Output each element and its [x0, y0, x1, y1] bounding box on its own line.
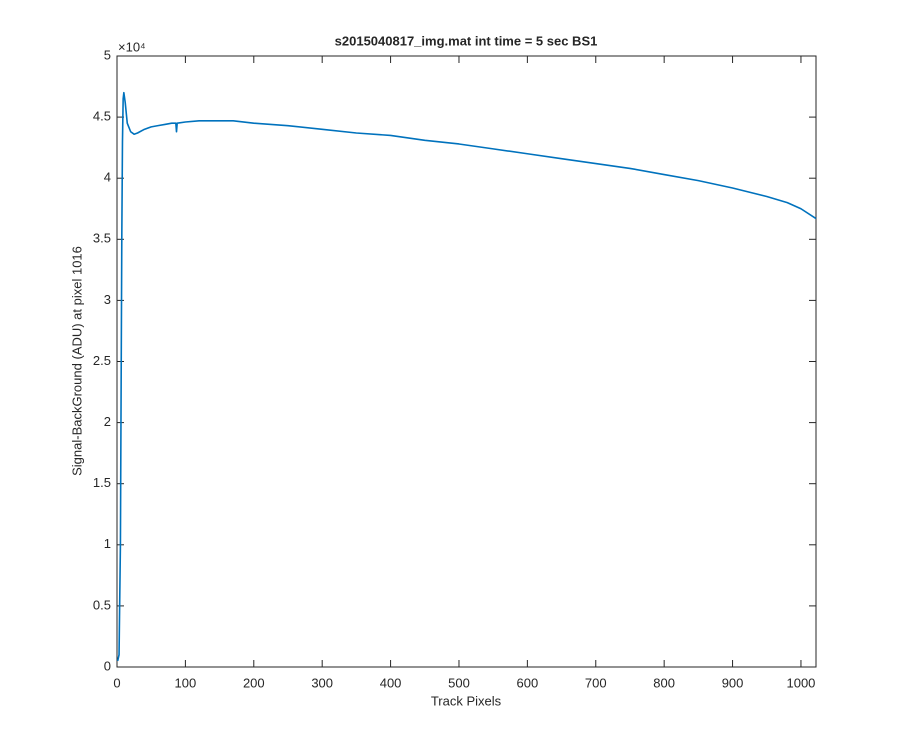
x-tick-label: 800: [653, 675, 675, 690]
x-tick-label: 400: [380, 675, 402, 690]
x-tick-label: 900: [722, 675, 744, 690]
x-tick-label: 600: [517, 675, 539, 690]
y-tick-label: 1: [104, 536, 111, 551]
x-tick-label: 200: [243, 675, 265, 690]
y-tick-label: 4.5: [93, 109, 111, 124]
chart-title: s2015040817_img.mat int time = 5 sec BS1: [335, 33, 598, 48]
y-tick-label: 2.5: [93, 353, 111, 368]
x-tick-label: 1000: [786, 675, 815, 690]
data-line: [116, 91, 817, 662]
y-tick-label: 0: [104, 658, 111, 673]
y-tick-label: 3: [104, 292, 111, 307]
x-tick-label: 300: [311, 675, 333, 690]
y-tick-label: 2: [104, 414, 111, 429]
x-tick-label: 500: [448, 675, 470, 690]
y-tick-label: 0.5: [93, 597, 111, 612]
x-tick-label: 0: [113, 675, 120, 690]
y-tick-label: 3.5: [93, 231, 111, 246]
y-tick-label: 1.5: [93, 475, 111, 490]
x-axis-label: Track Pixels: [431, 693, 502, 708]
y-tick-label: 5: [104, 47, 111, 62]
y-exponent: ×10⁴: [118, 39, 146, 54]
x-tick-label: 100: [175, 675, 197, 690]
y-tick-label: 4: [104, 170, 111, 185]
x-tick-label: 700: [585, 675, 607, 690]
y-axis-label: Signal-BackGround (ADU) at pixel 1016: [69, 246, 84, 476]
